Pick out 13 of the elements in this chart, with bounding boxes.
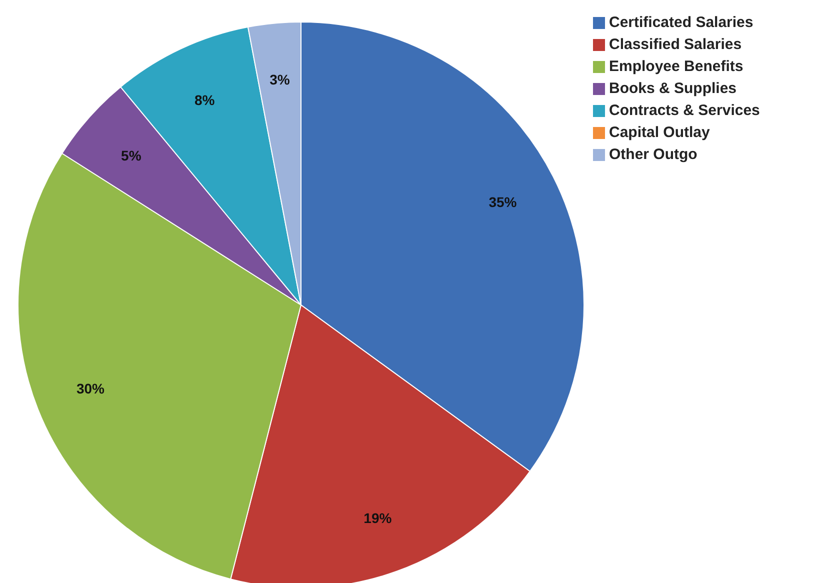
data-label: 30%: [76, 380, 106, 396]
data-label: 35%: [488, 194, 518, 210]
legend-label: Capital Outlay: [609, 124, 710, 141]
data-label: 3%: [270, 72, 290, 88]
legend-label: Books & Supplies: [609, 80, 737, 97]
legend-label: Other Outgo: [609, 146, 698, 163]
data-label: 8%: [194, 92, 216, 108]
legend-label: Contracts & Services: [609, 102, 760, 119]
data-label: 5%: [121, 147, 142, 164]
legend-label: Classified Salaries: [609, 36, 742, 53]
legend-label: Employee Benefits: [609, 58, 744, 75]
legend-label: Certificated Salaries: [609, 14, 754, 31]
data-label: 19%: [364, 510, 392, 526]
